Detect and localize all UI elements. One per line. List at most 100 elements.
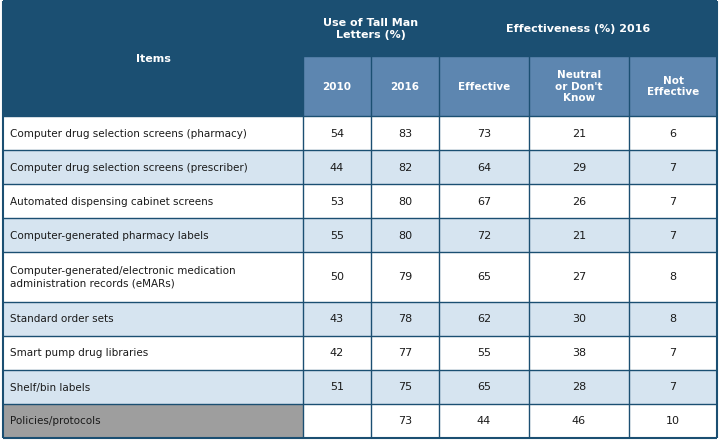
Bar xyxy=(3,184,303,219)
Bar xyxy=(629,370,717,404)
Text: 7: 7 xyxy=(670,231,677,241)
Text: 43: 43 xyxy=(330,315,344,324)
Bar xyxy=(303,1,439,56)
Bar xyxy=(529,56,629,117)
Bar xyxy=(529,302,629,337)
Text: 65: 65 xyxy=(477,382,491,392)
Bar xyxy=(439,370,529,404)
Bar xyxy=(629,117,717,150)
Bar xyxy=(629,219,717,253)
Bar xyxy=(439,337,529,370)
Text: 62: 62 xyxy=(477,315,491,324)
Bar xyxy=(629,404,717,439)
Bar xyxy=(439,117,529,150)
Bar xyxy=(371,56,439,117)
Bar xyxy=(629,184,717,219)
Bar xyxy=(529,184,629,219)
Text: 27: 27 xyxy=(572,272,586,282)
Bar xyxy=(529,370,629,404)
Bar xyxy=(303,117,371,150)
Text: 8: 8 xyxy=(670,272,677,282)
Bar xyxy=(371,302,439,337)
Text: Policies/protocols: Policies/protocols xyxy=(10,417,101,426)
Bar xyxy=(3,337,303,370)
Text: 8: 8 xyxy=(670,315,677,324)
Text: 55: 55 xyxy=(330,231,344,241)
Bar xyxy=(629,337,717,370)
Bar xyxy=(529,117,629,150)
Text: 82: 82 xyxy=(398,162,412,172)
Text: 51: 51 xyxy=(330,382,344,392)
Bar xyxy=(371,219,439,253)
Text: 2016: 2016 xyxy=(390,81,420,92)
Text: 79: 79 xyxy=(398,272,412,282)
Text: 55: 55 xyxy=(477,348,491,359)
Text: Items: Items xyxy=(135,54,171,64)
Bar xyxy=(439,219,529,253)
Bar xyxy=(3,253,303,302)
Bar xyxy=(303,404,371,439)
Text: 38: 38 xyxy=(572,348,586,359)
Text: Computer-generated pharmacy labels: Computer-generated pharmacy labels xyxy=(10,231,209,241)
Text: 29: 29 xyxy=(572,162,586,172)
Text: Effectiveness (%) 2016: Effectiveness (%) 2016 xyxy=(506,24,650,34)
Text: 21: 21 xyxy=(572,231,586,241)
Text: Computer drug selection screens (prescriber): Computer drug selection screens (prescri… xyxy=(10,162,248,172)
Text: 64: 64 xyxy=(477,162,491,172)
Bar xyxy=(439,404,529,439)
Bar xyxy=(629,56,717,117)
Bar xyxy=(3,117,303,150)
Text: 2010: 2010 xyxy=(323,81,351,92)
Text: 7: 7 xyxy=(670,348,677,359)
Bar xyxy=(529,337,629,370)
Text: 65: 65 xyxy=(477,272,491,282)
Bar xyxy=(3,302,303,337)
Bar xyxy=(303,56,371,117)
Bar xyxy=(629,253,717,302)
Bar xyxy=(3,219,303,253)
Text: Not
Effective: Not Effective xyxy=(647,76,699,97)
Text: 54: 54 xyxy=(330,128,344,139)
Text: 80: 80 xyxy=(398,197,412,206)
Text: 77: 77 xyxy=(398,348,412,359)
Bar xyxy=(3,1,303,117)
Bar xyxy=(439,1,717,56)
Text: 73: 73 xyxy=(398,417,412,426)
Bar xyxy=(3,150,303,184)
Bar xyxy=(439,253,529,302)
Text: 67: 67 xyxy=(477,197,491,206)
Text: 30: 30 xyxy=(572,315,586,324)
Bar xyxy=(371,184,439,219)
Bar xyxy=(439,302,529,337)
Bar xyxy=(371,337,439,370)
Text: 46: 46 xyxy=(572,417,586,426)
Bar xyxy=(371,117,439,150)
Text: 53: 53 xyxy=(330,197,344,206)
Bar xyxy=(3,370,303,404)
Text: Effective: Effective xyxy=(458,81,510,92)
Bar xyxy=(371,253,439,302)
Text: Computer drug selection screens (pharmacy): Computer drug selection screens (pharmac… xyxy=(10,128,247,139)
Bar xyxy=(529,150,629,184)
Text: 21: 21 xyxy=(572,128,586,139)
Text: Shelf/bin labels: Shelf/bin labels xyxy=(10,382,90,392)
Text: 80: 80 xyxy=(398,231,412,241)
Bar xyxy=(371,370,439,404)
Text: 10: 10 xyxy=(666,417,680,426)
Text: 42: 42 xyxy=(330,348,344,359)
Text: 26: 26 xyxy=(572,197,586,206)
Bar xyxy=(3,404,303,439)
Text: 7: 7 xyxy=(670,382,677,392)
Bar xyxy=(303,184,371,219)
Bar xyxy=(303,337,371,370)
Bar xyxy=(529,219,629,253)
Bar xyxy=(439,184,529,219)
Bar xyxy=(303,370,371,404)
Text: Computer-generated/electronic medication
administration records (eMARs): Computer-generated/electronic medication… xyxy=(10,266,235,289)
Text: Automated dispensing cabinet screens: Automated dispensing cabinet screens xyxy=(10,197,213,206)
Text: 7: 7 xyxy=(670,162,677,172)
Bar xyxy=(303,150,371,184)
Text: 72: 72 xyxy=(477,231,491,241)
Text: 28: 28 xyxy=(572,382,586,392)
Text: 7: 7 xyxy=(670,197,677,206)
